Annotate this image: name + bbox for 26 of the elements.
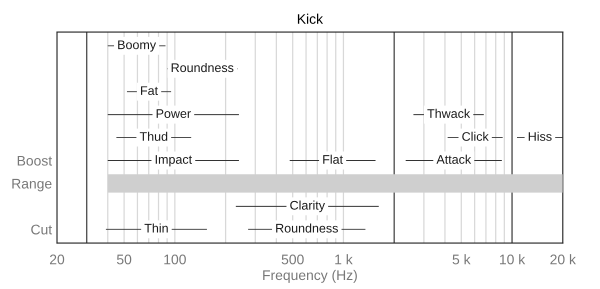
data-label: Clarity [290,200,325,212]
data-label: Thin [144,223,168,233]
x-tick-label: 10 k [500,254,526,264]
data-label: Power [156,109,191,118]
data-label: Thwack [427,108,470,118]
x-tick-label: 500 [282,254,304,264]
data-label: Hiss [528,132,552,141]
data-label: Click [462,132,489,141]
x-tick-label: 1 k [335,254,353,264]
x-tick-label: 20 [50,254,64,264]
data-label: Impact [156,155,192,166]
data-label: Thud [140,132,168,141]
data-label: Roundness [276,223,338,233]
y-tick-label: Boost [18,156,52,166]
data-label: Flat [323,154,343,164]
x-tick-label: 50 [116,254,132,264]
x-tick-label: 5 k [452,254,471,264]
y-tick-label: Cut [31,224,52,234]
data-label: Attack [436,154,472,164]
x-axis-title: Frequency (Hz) [263,270,357,283]
data-label: Boomy [118,40,156,52]
x-tick-label: 100 [164,254,186,264]
data-label: Fat [141,86,158,96]
x-tick-label: 20 k [550,254,576,264]
chart-title: Kick [298,14,324,24]
y-tick-label: Range [12,178,52,192]
